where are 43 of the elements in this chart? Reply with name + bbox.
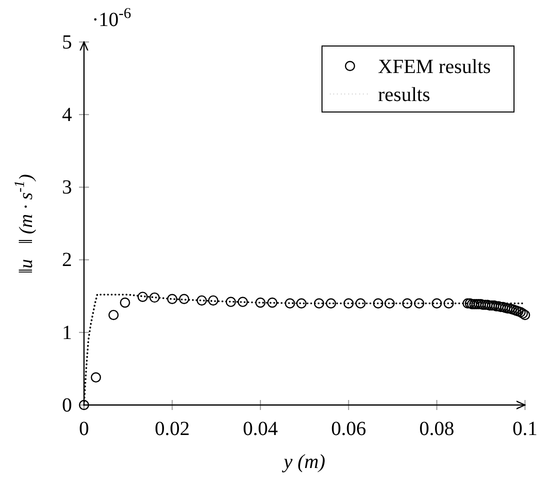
point — [402, 298, 412, 308]
x-tick-label: 0.1 — [512, 418, 538, 440]
x-tick-label: 0.06 — [331, 418, 366, 440]
point — [355, 298, 366, 308]
point — [120, 298, 130, 308]
point — [518, 308, 528, 319]
point — [432, 298, 442, 308]
point — [178, 294, 190, 304]
x-axis-title: y (m) — [282, 451, 326, 473]
point — [149, 292, 160, 303]
x-tick-label: 0 — [79, 418, 89, 440]
point — [314, 298, 324, 308]
point — [90, 372, 102, 383]
point — [296, 298, 307, 308]
point — [108, 310, 119, 320]
point — [78, 400, 90, 410]
point — [373, 298, 384, 308]
point — [384, 298, 395, 308]
point — [196, 295, 207, 306]
y-tick-label: 2 — [62, 249, 72, 272]
point — [138, 292, 148, 302]
point — [284, 298, 296, 308]
legend-label: results — [378, 84, 430, 106]
legend-label: XFEM results — [378, 56, 491, 78]
x-tick-label: 0.02 — [154, 418, 190, 440]
point — [255, 298, 266, 308]
y-tick-label: 4 — [62, 104, 72, 126]
point — [267, 298, 278, 308]
point — [326, 298, 336, 308]
point — [444, 298, 454, 308]
x-tick-label: 0.04 — [242, 418, 278, 440]
point — [167, 294, 178, 304]
y-tick-label: 1 — [62, 322, 72, 344]
point — [238, 296, 248, 308]
x-tick-label: 0.08 — [419, 418, 454, 440]
point — [414, 298, 424, 308]
y-tick-label: 5 — [62, 31, 72, 54]
point — [226, 296, 236, 308]
y-tick-label: 0 — [62, 394, 72, 416]
text: ·10$^{-6}$ — [92, 6, 132, 31]
point — [343, 298, 354, 308]
y-tick-label: 3 — [62, 176, 72, 199]
point — [208, 295, 218, 306]
